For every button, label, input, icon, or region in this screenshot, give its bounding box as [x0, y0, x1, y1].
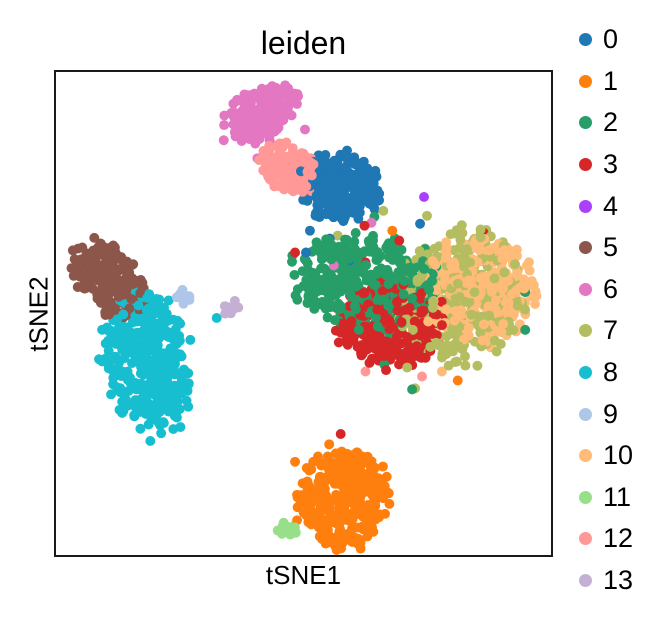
legend-swatch [579, 74, 592, 88]
legend-swatch [579, 449, 592, 463]
legend-label: 4 [603, 190, 619, 221]
legend-item: 7 [579, 310, 633, 352]
plot-area [54, 70, 553, 557]
legend-item: 9 [579, 393, 633, 435]
legend-label: 12 [603, 523, 634, 554]
legend-swatch [579, 116, 592, 130]
legend-label: 10 [603, 440, 634, 471]
legend-swatch [579, 199, 592, 213]
legend-item: 6 [579, 269, 633, 311]
legend-item: 5 [579, 227, 633, 269]
legend-label: 0 [603, 24, 619, 55]
legend-swatch [579, 282, 592, 296]
legend-swatch [579, 33, 592, 47]
legend-item: 3 [579, 144, 633, 186]
legend-label: 8 [603, 357, 619, 388]
legend-swatch [579, 241, 592, 255]
legend-label: 7 [603, 315, 619, 346]
plot-title: leiden [260, 25, 347, 61]
legend-item: 11 [579, 477, 633, 519]
legend-label: 9 [603, 398, 619, 429]
legend-item: 1 [579, 61, 633, 103]
legend-label: 13 [603, 565, 634, 596]
x-axis-label: tSNE1 [265, 560, 342, 590]
legend-swatch [579, 490, 592, 504]
y-axis-label: tSNE2 [23, 276, 54, 352]
legend-label: 11 [603, 481, 632, 512]
legend-item: 10 [579, 435, 633, 477]
legend-label: 2 [603, 107, 619, 138]
legend-swatch [579, 366, 592, 380]
legend-item: 0 [579, 19, 633, 61]
legend-item: 8 [579, 352, 633, 394]
legend-swatch [579, 574, 592, 588]
legend-label: 6 [603, 273, 619, 304]
legend-label: 1 [603, 65, 619, 96]
legend-swatch [579, 158, 592, 172]
legend-item: 13 [579, 560, 633, 602]
legend-swatch [579, 532, 592, 546]
legend-label: 3 [603, 149, 619, 180]
legend-item: 4 [579, 185, 633, 227]
legend-swatch [579, 324, 592, 338]
legend-item: 2 [579, 102, 633, 144]
legend-swatch [579, 407, 592, 421]
scatter-svg [66, 80, 542, 555]
legend: 0 1 2 3 4 5 6 7 8 9 10 11 12 13 [579, 19, 633, 601]
legend-item: 12 [579, 518, 633, 560]
legend-label: 5 [603, 232, 619, 263]
